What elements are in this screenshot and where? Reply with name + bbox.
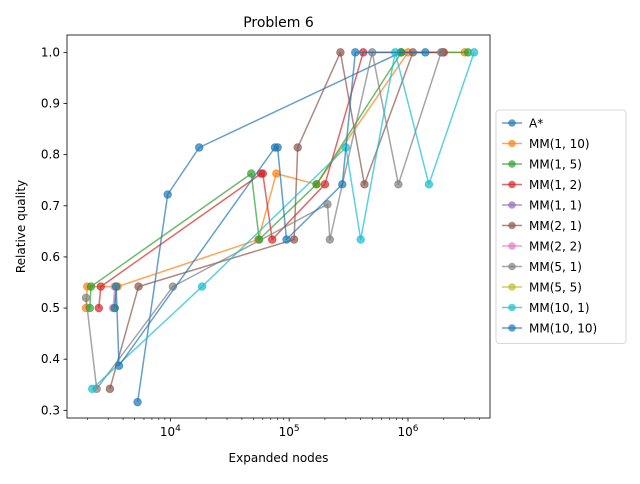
y-tick-label: 1.0 (41, 45, 60, 59)
series-line (85, 51, 442, 390)
series-line (136, 51, 402, 403)
data-point (289, 235, 299, 244)
data-point (197, 282, 207, 291)
legend-swatch-marker (508, 160, 516, 168)
data-point (421, 48, 430, 57)
x-axis-title: Expanded nodes (229, 451, 329, 465)
legend-swatch-marker (508, 119, 516, 127)
legend-swatch-marker (508, 201, 516, 209)
y-tick-label: 0.4 (41, 352, 60, 366)
data-point (320, 180, 330, 189)
data-point (247, 169, 256, 178)
data-point (424, 180, 434, 189)
legend-label: MM(10, 1) (529, 301, 590, 315)
series-11 (110, 48, 430, 371)
data-point (272, 169, 281, 178)
y-tick-label: 0.8 (41, 148, 60, 162)
data-point (133, 397, 142, 407)
legend-label: MM(2, 2) (529, 240, 582, 254)
data-point (356, 235, 365, 244)
data-point (96, 282, 106, 291)
y-axis-title: Relative quality (14, 180, 28, 273)
y-tick-label: 0.5 (41, 301, 60, 315)
data-point (282, 235, 291, 244)
data-point (312, 180, 321, 189)
legend-label: MM(10, 10) (529, 322, 597, 336)
data-point (163, 190, 172, 199)
data-point (293, 143, 302, 152)
data-point (134, 282, 143, 291)
legend-swatch-marker (508, 242, 516, 250)
plot-frame (66, 34, 491, 419)
data-point (273, 143, 282, 152)
legend-swatch-marker (508, 221, 516, 230)
legend-label: MM(5, 1) (529, 260, 582, 274)
legend-box (495, 109, 627, 344)
x-tick-label: 105 (279, 424, 300, 439)
data-point (81, 293, 91, 303)
legend-label: MM(1, 1) (529, 199, 582, 213)
y-tick-label: 0.3 (41, 403, 60, 417)
data-point (469, 48, 479, 57)
legend-swatch-marker (508, 139, 516, 148)
data-point (394, 180, 403, 189)
x-axis-ticks: 104 105 106 (86, 418, 480, 439)
legend-label: MM(1, 10) (529, 137, 590, 151)
series-line (98, 51, 444, 309)
legend-label: MM(1, 5) (529, 158, 582, 172)
legend-label: A* (529, 117, 543, 131)
legend-label: MM(5, 5) (529, 281, 582, 295)
data-point (436, 48, 446, 57)
legend-swatch-marker (508, 303, 516, 312)
data-point (88, 384, 97, 394)
data-point (94, 303, 103, 313)
series-4 (94, 48, 448, 313)
data-point (111, 282, 121, 291)
legend-swatch-marker (508, 324, 516, 332)
legend-swatch-marker (508, 180, 516, 189)
data-point (336, 48, 345, 57)
series-10 (88, 48, 479, 394)
legend-label: MM(1, 2) (529, 178, 582, 192)
data-point (258, 169, 268, 178)
data-point (325, 235, 335, 244)
data-point (268, 235, 277, 244)
y-tick-label: 0.7 (41, 199, 60, 213)
legend-label: MM(2, 1) (529, 219, 582, 233)
chart-title: Problem 6 (243, 15, 314, 31)
data-point (351, 48, 360, 57)
data-point (110, 303, 119, 313)
series-layer (81, 48, 479, 407)
x-tick-label: 104 (160, 424, 181, 439)
data-point (338, 180, 347, 189)
data-point (114, 361, 124, 371)
y-axis-ticks: 0.3 0.4 0.5 0.6 0.7 0.8 0.9 1.0 (41, 45, 67, 417)
legend-swatch-marker (508, 283, 516, 291)
y-tick-label: 0.6 (41, 250, 60, 264)
data-point (323, 200, 332, 209)
x-tick-label: 106 (397, 424, 418, 439)
series-line (109, 51, 443, 390)
legend: A* MM(1, 10) MM(1, 5) MM(1, 2) MM(1, 1) MM(2,… (495, 109, 627, 344)
data-point (360, 180, 369, 189)
data-point (195, 143, 204, 152)
data-point (86, 282, 96, 291)
data-point (105, 384, 115, 394)
legend-swatch-marker (508, 262, 516, 271)
y-tick-label: 0.9 (41, 97, 60, 111)
